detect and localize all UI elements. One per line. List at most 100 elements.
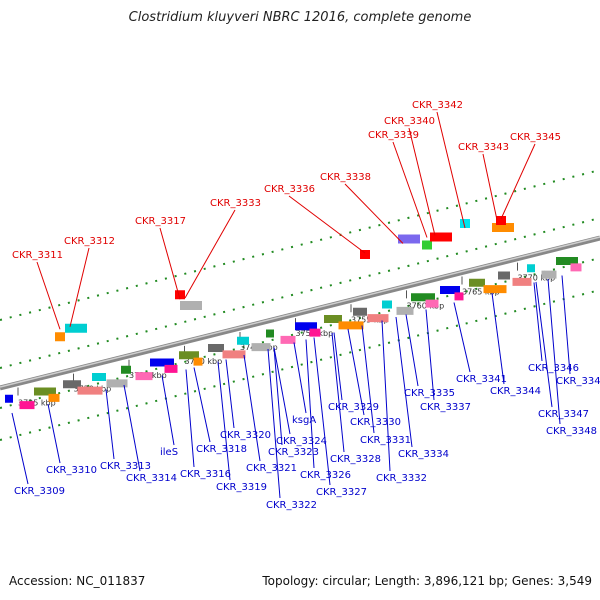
reverse-gene-label: CKR_3321 [246,463,297,474]
reverse-label-leader [123,384,141,472]
reverse-gene-block [222,350,246,359]
reverse-label-leader [267,348,281,499]
reverse-gene-label: CKR_3310 [46,465,97,476]
reverse-label-leader [185,369,195,468]
reverse-label-leader [105,389,115,460]
reverse-gene-block [237,336,249,345]
reverse-label-leader [273,347,283,446]
reverse-gene-label: CKR_3319 [216,482,267,493]
reverse-gene-label: CKR_3344 [490,386,541,397]
reverse-gene-label: CKR_3314 [126,473,177,484]
reverse-gene-label: CKR_3331 [360,435,411,446]
reverse-gene-label: CKR_3341 [456,374,507,385]
feature-layer [5,216,582,410]
reverse-gene-label: ileS [160,447,178,458]
reverse-gene-label: CKR_3329 [328,402,379,413]
forward-gene-block [398,234,420,244]
forward-label-leader [184,209,236,299]
forward-gene-block [492,223,514,232]
reverse-gene-block [251,343,271,352]
reverse-gene-block [570,263,582,272]
forward-label-leader [36,261,61,330]
reverse-gene-block [5,394,13,403]
scale-tick-label: 3725 kbp [18,399,56,408]
reverse-gene-block [498,271,510,280]
reverse-gene-block [309,328,321,337]
reverse-gene-block [48,393,60,402]
reverse-gene-label: CKR_3348 [546,426,597,437]
reverse-label-leader [273,347,291,435]
reverse-label-leader [333,332,343,401]
scale-tick-label: 3740 kbp [185,357,223,366]
reverse-gene-block [556,257,578,265]
reverse-gene-block [367,314,389,323]
reverse-gene-label: CKR_3322 [266,500,317,511]
forward-gene-label: CKR_3311 [12,250,63,261]
reverse-gene-label: CKR_3320 [220,430,271,441]
reverse-label-leader [243,354,261,462]
reverse-gene-block [512,277,532,286]
axis-layer [0,235,600,391]
reverse-gene-label: CKR_3347 [538,409,589,420]
reverse-label-leader [453,302,471,373]
reverse-gene-block [324,315,342,323]
reverse-label-leader [361,325,375,434]
reverse-label-leader [425,309,435,401]
reverse-gene-block [164,364,178,373]
reverse-gene-label: CKR_3334 [398,449,449,460]
reverse-gene-block [106,379,128,388]
forward-label-leader [500,143,536,220]
forward-gene-label: CKR_3312 [64,236,115,247]
forward-label-leader [482,153,498,221]
forward-gene-block [175,290,185,300]
reverse-label-leader [305,339,315,469]
genome-axis-highlight [0,236,600,388]
forward-label-leader [392,141,428,238]
reverse-gene-block [527,264,535,273]
reverse-gene-block [92,373,106,381]
reverse-label-leader [491,292,505,385]
forward-gene-label: CKR_3339 [368,130,419,141]
reverse-label-leader [395,316,413,448]
scale-tick-label: 3765 kbp [462,288,500,297]
forward-gene-label: CKR_3333 [210,198,261,209]
scale-tick-label: 3770 kbp [518,274,556,283]
reverse-label-leader [381,320,391,472]
reverse-label-leader [331,332,345,453]
reverse-label-leader [547,278,561,425]
reverse-gene-block [77,386,103,395]
reverse-gene-block [280,335,296,344]
reverse-gene-block [440,286,460,294]
reverse-gene-label: CKR_3318 [196,444,247,455]
forward-label-leader [408,127,436,236]
forward-gene-label: CKR_3340 [384,116,435,127]
reverse-gene-label: CKR_3337 [420,402,471,413]
reverse-label-leader [313,337,331,486]
reverse-gene-label: CKR_3316 [180,469,231,480]
forward-label-leader [69,247,90,327]
reverse-gene-label: CKR_3328 [330,454,381,465]
reverse-label-leader [11,412,29,485]
forward-gene-block [430,232,452,242]
reverse-gene-block [121,365,131,374]
reverse-label-leader [405,314,419,387]
reverse-gene-label: CKR_3313 [100,461,151,472]
accession-label: Accession: NC_011837 [9,574,146,588]
reverse-gene-block [135,372,153,381]
reverse-label-leader [47,403,61,464]
reverse-label-leader [193,367,211,443]
reverse-gene-label: CKR_3326 [300,470,351,481]
forward-gene-block [55,332,65,342]
forward-label-leader [436,111,466,229]
reverse-gene-block [382,300,392,309]
page-title: Clostridium kluyveri NBRC 12016, complet… [128,10,472,25]
reverse-gene-label: CKR_3327 [316,487,367,498]
reverse-gene-block [19,401,35,410]
reverse-label-leader [293,342,307,414]
reverse-gene-label: CKR_3324 [276,436,327,447]
reverse-gene-label: CKR_3346 [528,363,579,374]
reverse-label-leader [217,361,231,481]
reverse-gene-block [208,344,224,352]
reverse-gene-label: CKR_3349 [556,376,600,387]
